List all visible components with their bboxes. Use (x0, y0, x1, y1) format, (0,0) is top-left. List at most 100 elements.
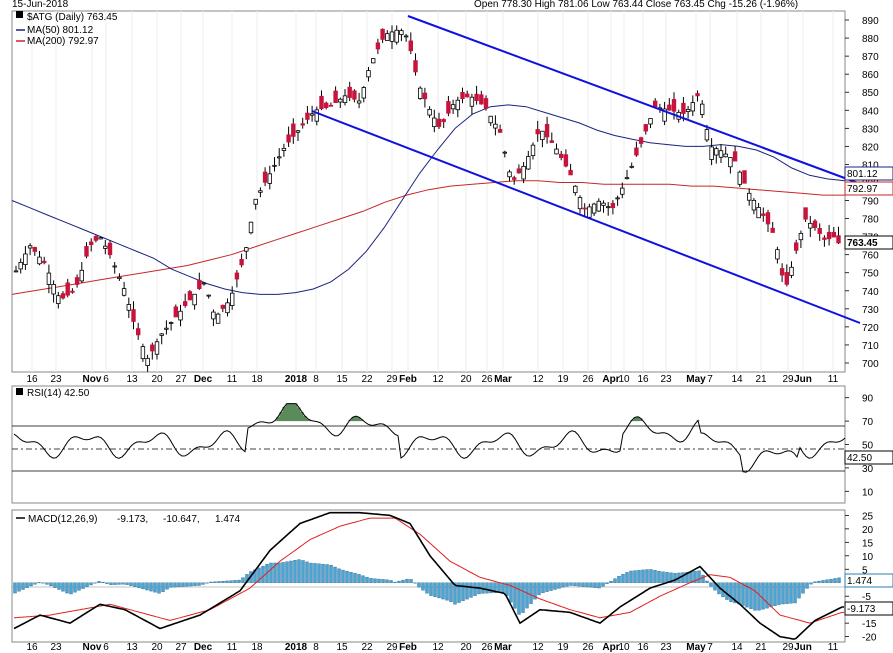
macd-x-tick-label: 23 (50, 642, 62, 653)
macd-x-tick-label: 26 (481, 642, 493, 653)
macd-histogram-bar (749, 582, 753, 609)
macd-histogram-bar (457, 582, 461, 603)
macd-histogram-bar (369, 578, 373, 583)
macd-histogram-bar (497, 582, 501, 593)
candle-down (380, 28, 385, 40)
rsi-last-value: 42.50 (847, 453, 872, 464)
macd-x-tick-label: 16 (26, 642, 38, 653)
macd-histogram-bar (89, 582, 93, 586)
candle-down (653, 100, 658, 108)
macd-x-tick-label: Nov (83, 642, 102, 653)
candle-up (145, 357, 150, 366)
macd-histogram-bar (533, 582, 537, 600)
price-last-label: 763.45 (844, 235, 893, 250)
macd-y-tick-label: 20 (862, 525, 874, 536)
candle-up (615, 197, 620, 200)
candle-up (714, 148, 719, 156)
price-y-tick-label: 790 (862, 197, 879, 208)
candle-down (535, 129, 540, 135)
macd-x-tick-label: 22 (361, 642, 373, 653)
candle-up (338, 98, 343, 103)
price-y-tick-label: 740 (862, 287, 879, 298)
macd-histogram-bar (389, 580, 393, 583)
macd-x-tick-label: May (686, 642, 706, 653)
candle-up (502, 151, 507, 154)
candle-down (826, 232, 832, 240)
macd-y-tick-label: 15 (862, 538, 874, 549)
macd-histogram-bar (401, 579, 405, 583)
channel-upper-trendline (407, 15, 859, 184)
candle-down (291, 123, 296, 137)
candle-up (309, 113, 315, 116)
rsi-panel (11, 385, 846, 504)
macd-histogram-bar (777, 582, 781, 605)
channel-lower-trendline (311, 110, 861, 324)
macd-histogram-bar (433, 582, 437, 597)
macd-x-tick-label: Feb (399, 642, 417, 653)
candle-down (239, 259, 244, 266)
macd-histogram-bar (109, 582, 113, 586)
macd-histogram-bar (149, 582, 153, 592)
ma200-legend-text: MA(200) 792.97 (27, 36, 99, 47)
candle-up (700, 103, 705, 115)
candle-down (474, 93, 479, 102)
candle-up (747, 192, 752, 201)
price-y-tick-label: 750 (862, 269, 879, 280)
rsi-y-axis: 10 30 50 70 90 (845, 394, 874, 498)
rsi-y-tick-label: 70 (862, 417, 874, 428)
candle-up (154, 341, 160, 355)
macd-histogram-bar (57, 582, 61, 590)
candle-down (300, 123, 305, 126)
candle-down (93, 236, 99, 241)
macd-x-tick-label: 16 (637, 642, 649, 653)
macd-x-tick-label: 29 (386, 642, 398, 653)
macd-histogram-bar (569, 582, 573, 586)
candle-up (51, 283, 56, 295)
candle-up (23, 253, 28, 266)
candle-up (192, 293, 197, 306)
candle-up (361, 87, 366, 99)
candle-up (469, 96, 475, 107)
price-x-tick-label: 16 (26, 374, 38, 385)
macd-y-tick-label: -15 (862, 619, 877, 630)
price-x-tick-label: 12 (432, 374, 444, 385)
candle-up (577, 197, 583, 210)
candle-up (690, 102, 695, 112)
macd-histogram-bar (353, 573, 357, 583)
macd-histogram-bar (765, 582, 769, 609)
ohlc-readout: Open 778.30 High 781.06 Low 763.44 Close… (474, 0, 798, 10)
candle-up (540, 130, 545, 141)
macd-histogram-bar (685, 572, 689, 583)
macd-histogram-bar (517, 582, 521, 615)
candle-down (822, 237, 827, 240)
ma50-line (11, 104, 846, 295)
candle-down (323, 102, 329, 108)
macd-histogram-bar (213, 581, 217, 583)
candle-up (450, 104, 456, 110)
candle-down (319, 95, 324, 110)
macd-histogram-bar (601, 582, 605, 587)
macd-histogram-bar (509, 582, 513, 603)
macd-histogram-bar (349, 572, 353, 583)
ma200-last-label: 792.97 (844, 181, 893, 196)
price-x-tick-label: 21 (755, 374, 767, 385)
candle-down (375, 42, 381, 50)
macd-histogram-bar (593, 582, 597, 588)
price-y-tick-label: 710 (862, 341, 879, 352)
candle-down (836, 235, 841, 244)
macd-histogram-bar (589, 582, 593, 588)
macd-histogram-bar (825, 579, 829, 583)
macd-histogram-bar (445, 582, 449, 601)
macd-histogram-bar (289, 560, 293, 583)
candle-up (751, 199, 757, 211)
macd-histogram-bar (269, 562, 273, 583)
candle-down (464, 93, 470, 98)
macd-y-tick-label: 10 (862, 552, 874, 563)
price-y-tick-label: 760 (862, 251, 879, 262)
macd-histogram-bar (565, 582, 569, 587)
macd-x-tick-label: 19 (557, 642, 569, 653)
macd-histogram-bar (361, 575, 365, 583)
macd-histogram-bar (197, 582, 201, 586)
macd-x-tick-label: 10 (618, 642, 630, 653)
macd-histogram-bar (237, 579, 241, 583)
